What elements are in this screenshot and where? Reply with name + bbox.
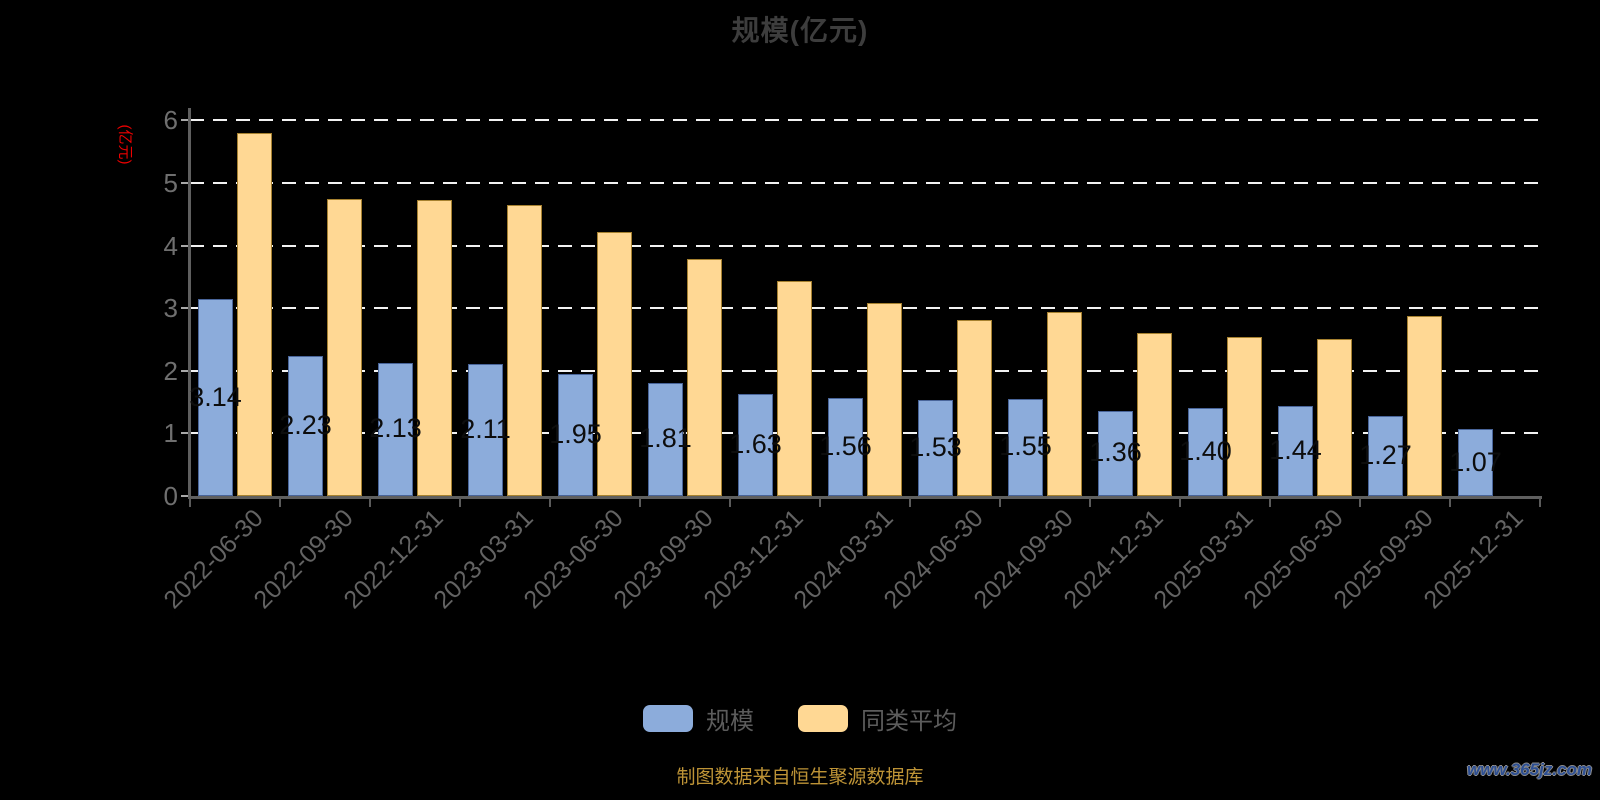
- y-axis-tick-label: 1: [163, 418, 178, 449]
- x-axis-tick: [1539, 498, 1541, 507]
- average-bar: [687, 259, 722, 496]
- bar-value-label: 1.63: [729, 428, 782, 459]
- scale-bar: [1368, 416, 1403, 496]
- x-axis-line: [188, 496, 1542, 499]
- legend-label-scale: 规模: [706, 708, 754, 735]
- y-axis-tick: [181, 432, 190, 435]
- scale-bar: [1458, 429, 1493, 496]
- watermark: www.365jz.com: [1466, 760, 1592, 779]
- bar-value-label: 1.81: [639, 423, 692, 454]
- grid-line: [190, 119, 1540, 122]
- average-bar: [327, 198, 362, 496]
- y-axis-tick-label: 0: [163, 481, 178, 511]
- scale-bar: [198, 299, 233, 496]
- average-bar: [1407, 315, 1442, 496]
- x-axis-tick: [1089, 498, 1091, 507]
- y-axis-tick-label: 5: [163, 168, 178, 198]
- x-axis-tick: [729, 498, 731, 507]
- x-axis-tick: [1359, 498, 1361, 507]
- scale-bar: [1278, 405, 1313, 496]
- y-axis-tick-label: 3: [163, 293, 178, 324]
- bar-value-label: 2.13: [369, 413, 422, 444]
- scale-bar: [918, 400, 953, 496]
- bar-value-label: 1.40: [1179, 436, 1232, 467]
- y-axis-tick: [181, 307, 190, 310]
- grid-line: [190, 369, 1540, 372]
- scale-bar: [1008, 398, 1043, 496]
- scale-bar: [288, 356, 323, 496]
- source-note: 制图数据来自恒生聚源数据库: [676, 767, 924, 788]
- average-bar: [1047, 311, 1082, 496]
- bar-value-label: 1.55: [999, 431, 1052, 462]
- bar-value-label: 1.44: [1269, 434, 1322, 465]
- average-bar: [507, 204, 542, 496]
- bar-value-label: 1.95: [549, 418, 602, 449]
- x-axis-tick: [1179, 498, 1181, 507]
- chart-title: 规模(亿元): [731, 15, 869, 46]
- average-bar: [237, 132, 272, 496]
- legend-swatch-average: [798, 705, 848, 732]
- bar-value-label: 1.27: [1359, 440, 1412, 471]
- scale-bar: [1188, 408, 1223, 496]
- y-axis-tick: [181, 369, 190, 372]
- y-axis-tick: [181, 182, 190, 184]
- x-axis-tick: [369, 498, 371, 507]
- grid-line: [190, 182, 1540, 184]
- y-axis-tick-label: 2: [163, 355, 178, 386]
- scale-bar: [468, 363, 503, 496]
- average-bar: [777, 280, 812, 496]
- x-axis-tick: [639, 498, 641, 507]
- legend-label-average: 同类平均: [861, 708, 957, 735]
- scale-bar: [738, 393, 773, 496]
- legend-swatch-scale: [643, 705, 693, 732]
- x-axis-tick: [1449, 498, 1451, 507]
- average-bar: [1137, 332, 1172, 496]
- scale-bar: [648, 382, 683, 496]
- x-axis-tick: [909, 498, 911, 507]
- bar-value-label: 2.11: [460, 413, 511, 444]
- average-bar: [1227, 336, 1262, 496]
- x-axis-tick: [189, 498, 191, 507]
- x-axis-tick: [549, 498, 551, 507]
- bar-value-label: 1.53: [909, 432, 962, 463]
- y-axis-tick-label: 6: [163, 105, 178, 136]
- legend-item-scale[interactable]: 规模: [643, 701, 754, 736]
- scale-bar: [378, 362, 413, 496]
- bar-value-label: 1.36: [1089, 437, 1142, 468]
- grid-line: [190, 244, 1540, 247]
- average-bar: [867, 303, 902, 496]
- x-axis-tick: [459, 498, 461, 507]
- scale-bar: [1098, 410, 1133, 496]
- x-axis-tick: [1269, 498, 1271, 507]
- y-axis-tick: [181, 119, 190, 122]
- y-axis-tick: [181, 495, 190, 497]
- y-axis-tick-label: 4: [163, 230, 178, 261]
- average-bar: [1317, 338, 1352, 496]
- average-bar: [957, 320, 992, 496]
- x-axis-tick: [279, 498, 281, 507]
- bar-value-label: 2.23: [279, 410, 332, 441]
- grid-line: [190, 307, 1540, 310]
- bar-value-label: 1.07: [1449, 446, 1502, 477]
- bar-value-label: 3.14: [189, 381, 242, 412]
- legend-item-average[interactable]: 同类平均: [798, 701, 957, 736]
- bar-value-label: 1.56: [819, 431, 872, 462]
- x-axis-tick: [999, 498, 1001, 507]
- average-bar: [597, 232, 632, 496]
- grid-line: [190, 432, 1540, 435]
- scale-bar: [558, 373, 593, 496]
- scale-bar: [828, 398, 863, 496]
- y-axis-tick: [181, 244, 190, 247]
- average-bar: [417, 199, 452, 496]
- x-axis-tick: [819, 498, 821, 507]
- legend: 规模 同类平均: [0, 701, 1600, 736]
- y-axis-line: [188, 108, 191, 498]
